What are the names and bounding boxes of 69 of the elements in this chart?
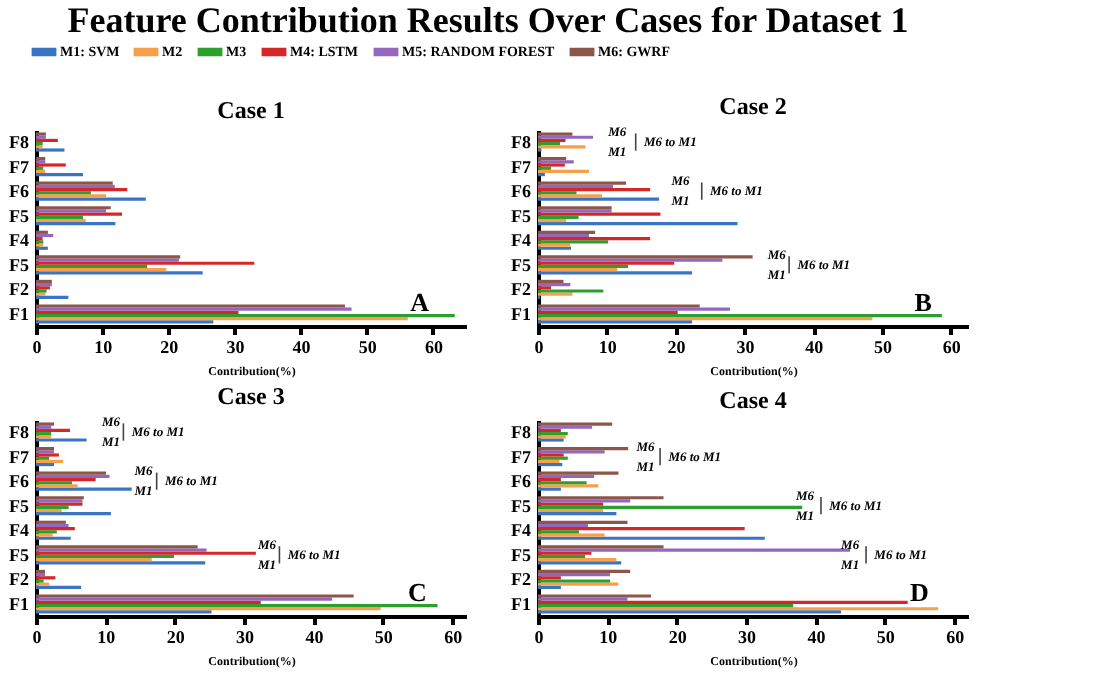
x-tick-label: 30 <box>738 627 758 647</box>
x-tick-label: 40 <box>807 627 827 647</box>
y-tick-label: F7 <box>9 446 30 467</box>
y-tick-label: F4 <box>9 230 30 251</box>
x-tick-label: 60 <box>424 337 444 357</box>
annotation: D <box>910 577 929 608</box>
chart-title: Feature Contribution Results Over Cases for Dataset 1 <box>67 0 909 40</box>
x-tick-label: 40 <box>305 627 325 647</box>
y-tick-label: F5 <box>9 544 30 565</box>
y-tick-label: F8 <box>511 422 532 443</box>
chart-subtitle: Case 1 <box>217 96 285 124</box>
x-tick-label: 0 <box>534 337 545 357</box>
y-tick-label: F7 <box>511 156 532 177</box>
x-tick-label: 50 <box>874 337 893 357</box>
y-tick-label: F5 <box>511 254 532 275</box>
y-tick-label: F8 <box>9 132 30 153</box>
x-tick-label: 30 <box>236 627 256 647</box>
annotation: C <box>408 577 427 608</box>
y-tick-label: F1 <box>511 593 532 614</box>
x-tick-label: 50 <box>374 627 394 647</box>
y-tick-label: F5 <box>511 544 532 565</box>
x-tick-label: 30 <box>226 337 246 357</box>
y-tick-label: F6 <box>511 181 532 202</box>
y-tick-label: F1 <box>9 593 30 614</box>
y-tick-label: F1 <box>9 303 30 324</box>
x-tick-label: 10 <box>598 337 618 357</box>
y-tick-label: F6 <box>9 181 30 202</box>
annotation: B <box>914 287 933 318</box>
x-tick-label: 20 <box>668 627 688 647</box>
y-tick-label: F6 <box>9 471 30 492</box>
x-tick-label: 40 <box>292 337 312 357</box>
x-tick-label: 60 <box>942 337 962 357</box>
x-tick-label: 0 <box>32 337 43 357</box>
x-tick-label: 20 <box>160 337 180 357</box>
x-tick-label: 10 <box>94 337 114 357</box>
y-tick-label: F2 <box>9 279 30 300</box>
y-tick-label: F5 <box>511 205 532 226</box>
y-tick-label: F4 <box>511 230 532 251</box>
y-tick-label: F5 <box>9 205 30 226</box>
y-tick-label: F5 <box>9 495 30 516</box>
y-tick-label: F7 <box>9 156 30 177</box>
y-tick-label: F4 <box>9 520 30 541</box>
x-tick-label: 50 <box>358 337 378 357</box>
annotation: A <box>410 287 431 318</box>
x-tick-label: 20 <box>166 627 186 647</box>
y-tick-label: F8 <box>9 422 30 443</box>
chart-title: Case 4 <box>719 386 787 414</box>
y-tick-label: F8 <box>511 132 532 153</box>
y-tick-label: F6 <box>511 471 532 492</box>
x-tick-label: 60 <box>444 627 464 647</box>
y-tick-label: F5 <box>9 254 30 275</box>
x-tick-label: 10 <box>97 627 117 647</box>
y-tick-label: F4 <box>511 520 532 541</box>
x-tick-label: 20 <box>667 337 687 357</box>
x-tick-label: 60 <box>946 627 966 647</box>
x-tick-label: 10 <box>599 627 619 647</box>
y-tick-label: F5 <box>511 495 532 516</box>
x-tick-label: 50 <box>876 627 896 647</box>
x-tick-label: 40 <box>805 337 825 357</box>
y-tick-label: F2 <box>9 569 30 590</box>
y-tick-label: F7 <box>511 446 532 467</box>
x-tick-label: 0 <box>534 627 545 647</box>
x-tick-label: 30 <box>736 337 756 357</box>
x-tick-label: 0 <box>32 627 43 647</box>
chart-title: Case 3 <box>217 382 285 411</box>
chart-title: Case 2 <box>719 92 787 121</box>
y-tick-label: F2 <box>511 279 532 300</box>
y-tick-label: F2 <box>511 569 532 590</box>
y-tick-label: F1 <box>511 303 532 324</box>
